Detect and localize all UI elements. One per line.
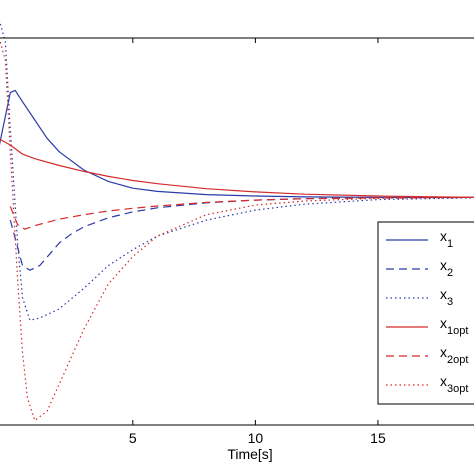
- series-line-x1: [0, 89, 474, 198]
- legend-label-x1: x1: [440, 228, 453, 250]
- legend: x1 x2 x3 x1opt x2opt x3opt: [377, 221, 474, 405]
- plot-frame: [0, 37, 474, 426]
- series-line-x1opt: [0, 138, 474, 198]
- series-line-x3opt: [0, 38, 474, 421]
- x-tick-label: 10: [248, 430, 264, 446]
- x-axis-ticks: 5 10 15: [129, 38, 386, 446]
- legend-box: [377, 221, 474, 405]
- x-axis-title: Time[s]: [227, 446, 272, 462]
- x-tick-label: 15: [370, 430, 386, 446]
- plot-lines: [0, 20, 474, 421]
- x-tick-label: 5: [129, 430, 137, 446]
- series-line-x2opt: [9, 196, 474, 230]
- legend-label-x2: x2: [440, 257, 453, 279]
- legend-label-x2opt: x2opt: [440, 344, 468, 366]
- legend-label-x3opt: x3opt: [440, 373, 468, 395]
- legend-label-x3: x3: [440, 286, 453, 308]
- legend-label-x1opt: x1opt: [440, 315, 468, 337]
